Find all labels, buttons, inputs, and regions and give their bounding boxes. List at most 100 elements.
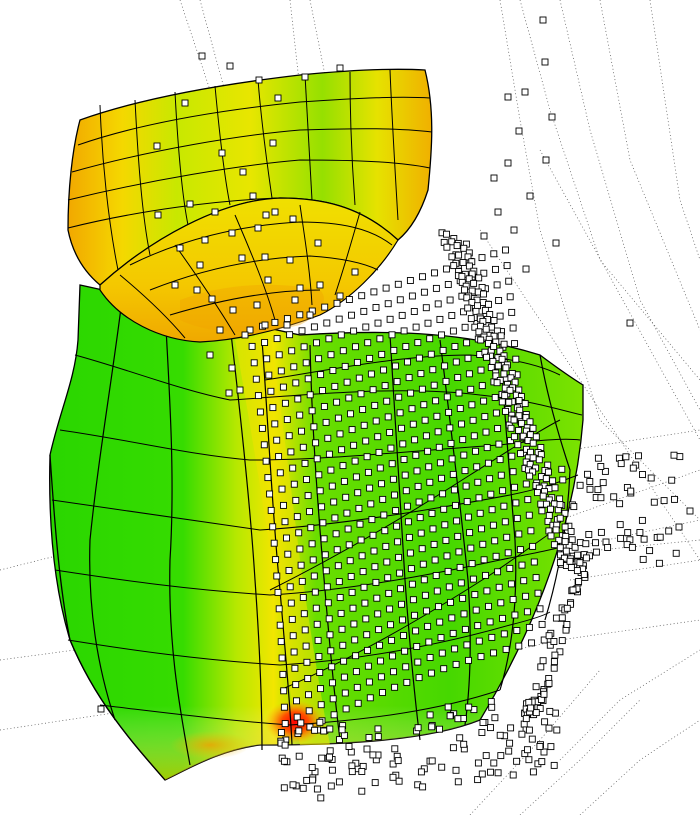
control-point[interactable] [540,690,548,698]
control-point[interactable] [486,475,494,483]
control-point[interactable] [517,450,524,458]
control-point[interactable] [301,459,309,467]
control-point[interactable] [441,521,449,529]
control-point[interactable] [331,382,339,390]
control-point[interactable] [474,759,482,767]
control-point[interactable] [441,362,449,370]
control-point[interactable] [386,315,394,323]
control-point[interactable] [529,439,537,447]
control-point[interactable] [567,528,575,535]
control-point[interactable] [616,500,624,508]
control-point[interactable] [356,520,364,528]
control-point[interactable] [289,632,297,640]
control-point[interactable] [477,366,485,374]
control-point[interactable] [545,632,553,640]
control-point[interactable] [497,599,505,607]
control-point[interactable] [573,567,581,575]
control-point[interactable] [412,627,420,635]
control-point[interactable] [552,239,560,247]
control-point[interactable] [444,281,452,288]
control-point[interactable] [400,327,408,335]
control-point[interactable] [361,599,369,607]
control-point[interactable] [389,773,397,781]
control-point[interactable] [522,715,530,723]
control-point[interactable] [378,350,386,358]
control-point[interactable] [448,614,456,622]
control-point[interactable] [407,389,415,397]
control-point[interactable] [336,64,344,72]
control-point[interactable] [291,296,299,304]
control-point[interactable] [296,284,304,292]
control-point[interactable] [513,757,521,765]
control-point[interactable] [377,657,384,665]
control-point[interactable] [675,523,683,531]
control-point[interactable] [318,503,326,511]
control-point[interactable] [397,585,404,593]
control-point[interactable] [499,614,506,622]
control-point[interactable] [495,583,503,591]
control-point[interactable] [252,375,260,383]
control-point[interactable] [550,541,558,549]
control-point[interactable] [289,464,297,472]
control-point[interactable] [594,486,602,494]
control-point[interactable] [338,726,346,734]
control-point[interactable] [506,739,514,747]
control-point[interactable] [523,608,531,616]
control-point[interactable] [405,533,413,541]
control-point[interactable] [400,456,408,463]
control-point[interactable] [326,631,334,639]
control-point[interactable] [483,353,490,361]
control-point[interactable] [497,332,505,340]
control-point[interactable] [443,265,450,273]
control-point[interactable] [297,719,305,727]
control-point[interactable] [478,284,486,291]
control-point[interactable] [480,556,488,564]
control-point[interactable] [369,531,377,539]
control-point[interactable] [262,211,270,219]
control-point[interactable] [362,323,370,331]
control-point[interactable] [432,284,440,292]
control-point[interactable] [530,558,538,566]
control-point[interactable] [340,673,348,681]
control-point[interactable] [350,327,358,335]
control-point[interactable] [513,514,521,522]
control-point[interactable] [404,358,411,366]
control-point[interactable] [283,321,291,329]
control-point[interactable] [447,598,454,606]
control-point[interactable] [477,653,485,661]
control-point[interactable] [420,401,428,409]
control-point[interactable] [524,746,531,754]
control-point[interactable] [478,525,485,533]
control-point[interactable] [480,397,488,405]
control-point[interactable] [511,611,519,619]
control-point[interactable] [276,469,284,477]
control-point[interactable] [337,609,345,617]
control-point[interactable] [306,311,314,319]
control-point[interactable] [366,694,374,702]
control-point[interactable] [582,554,590,562]
control-point[interactable] [545,512,553,520]
control-point[interactable] [414,339,422,347]
control-point[interactable] [450,262,458,270]
control-point[interactable] [454,374,462,381]
control-point[interactable] [403,502,411,510]
control-point[interactable] [364,662,372,670]
control-point[interactable] [309,556,317,564]
control-point[interactable] [382,542,390,550]
control-point[interactable] [324,434,332,442]
control-point[interactable] [228,229,236,237]
control-point[interactable] [238,254,246,262]
control-point[interactable] [348,762,356,770]
control-point[interactable] [358,292,366,300]
control-point[interactable] [515,426,523,434]
control-point[interactable] [561,509,569,517]
control-point[interactable] [505,277,513,285]
control-point[interactable] [494,568,502,576]
control-point[interactable] [340,731,348,739]
control-point[interactable] [417,529,425,537]
control-point[interactable] [388,460,396,468]
control-point[interactable] [196,261,204,269]
control-point[interactable] [330,498,338,506]
control-point[interactable] [446,296,454,304]
